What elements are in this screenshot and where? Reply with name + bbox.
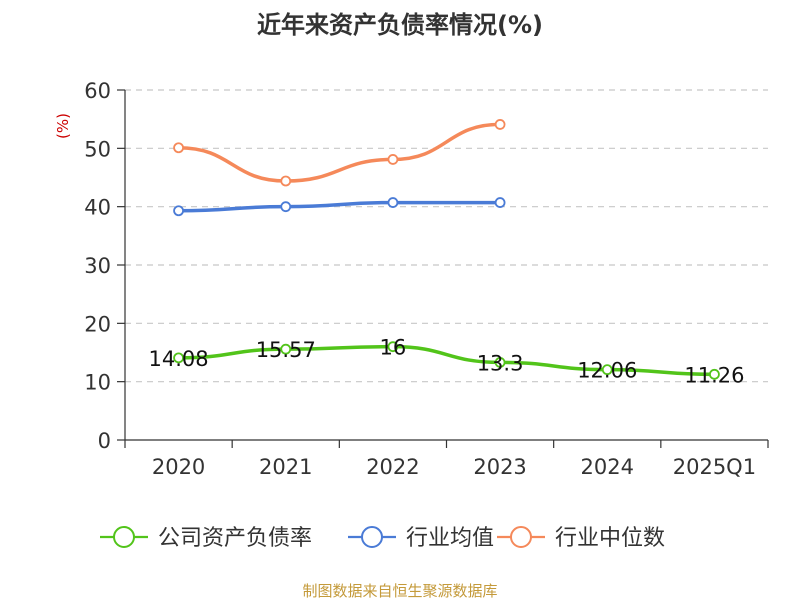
data-point: [494, 119, 506, 130]
data-point: [173, 142, 184, 154]
data-point: [601, 364, 613, 376]
data-point: [494, 357, 506, 368]
y-tick-label: 10: [84, 371, 111, 395]
series-0: 14.08 15.57 16 13.3 12.06 11.26: [149, 336, 745, 388]
y-axis-label: (%): [54, 113, 72, 139]
source-note: 制图数据来自恒生聚源数据库: [302, 582, 497, 600]
chart-title: 近年来资产负债率情况(%): [257, 11, 543, 39]
legend-marker-icon: [510, 526, 532, 548]
data-label: 15.57: [256, 338, 316, 362]
legend-item-2[interactable]: 行业中位数: [497, 526, 665, 551]
data-point: [387, 197, 399, 208]
series-layer: 14.08 15.57 16 13.3 12.06 11.26: [149, 119, 745, 388]
series-2: [173, 119, 506, 187]
axes: 0 10 20 30 40 50 60 2020 2021 2022 2023 2024 2025Q1: [84, 79, 769, 479]
x-tick-label: 2024: [581, 455, 634, 479]
y-tick-label: 40: [84, 196, 111, 220]
x-tick-label: 2022: [366, 455, 419, 479]
series-line: [178, 122, 501, 183]
legend-item-0[interactable]: 公司资产负债率: [100, 526, 312, 551]
data-point: [280, 201, 292, 213]
data-label: 13.3: [477, 351, 524, 375]
legend-marker-icon: [361, 526, 383, 548]
series-line: [178, 200, 501, 213]
legend-label: 行业中位数: [555, 526, 665, 551]
data-point: [387, 154, 399, 165]
series-1: [173, 197, 506, 217]
x-tick-label: 2023: [473, 455, 526, 479]
legend-label: 行业均值: [406, 526, 494, 551]
y-tick-label: 30: [84, 254, 111, 278]
data-label: 14.08: [149, 347, 209, 371]
y-tick-label: 60: [84, 79, 111, 103]
data-label: 11.26: [684, 363, 744, 387]
x-tick-label: 2021: [259, 455, 312, 479]
legend-marker-icon: [113, 526, 135, 548]
data-point: [494, 197, 506, 208]
y-tick-label: 0: [98, 429, 111, 453]
y-tick-label: 20: [84, 312, 111, 336]
data-point: [280, 175, 292, 187]
data-point: [173, 352, 184, 364]
legend: 公司资产负债率 行业均值 行业中位数: [100, 526, 665, 551]
x-tick-label: 2020: [152, 455, 205, 479]
grid-lines: [125, 89, 768, 383]
data-point: [387, 341, 399, 353]
data-point: [709, 368, 720, 380]
data-point: [173, 205, 184, 217]
series-line: [178, 344, 715, 377]
x-tick-label: 2025Q1: [673, 455, 756, 479]
legend-item-1[interactable]: 行业均值: [348, 526, 494, 551]
data-point: [280, 343, 292, 355]
data-label: 16: [380, 336, 407, 360]
data-label: 12.06: [577, 359, 637, 383]
y-tick-label: 50: [84, 137, 111, 161]
legend-label: 公司资产负债率: [158, 526, 312, 551]
